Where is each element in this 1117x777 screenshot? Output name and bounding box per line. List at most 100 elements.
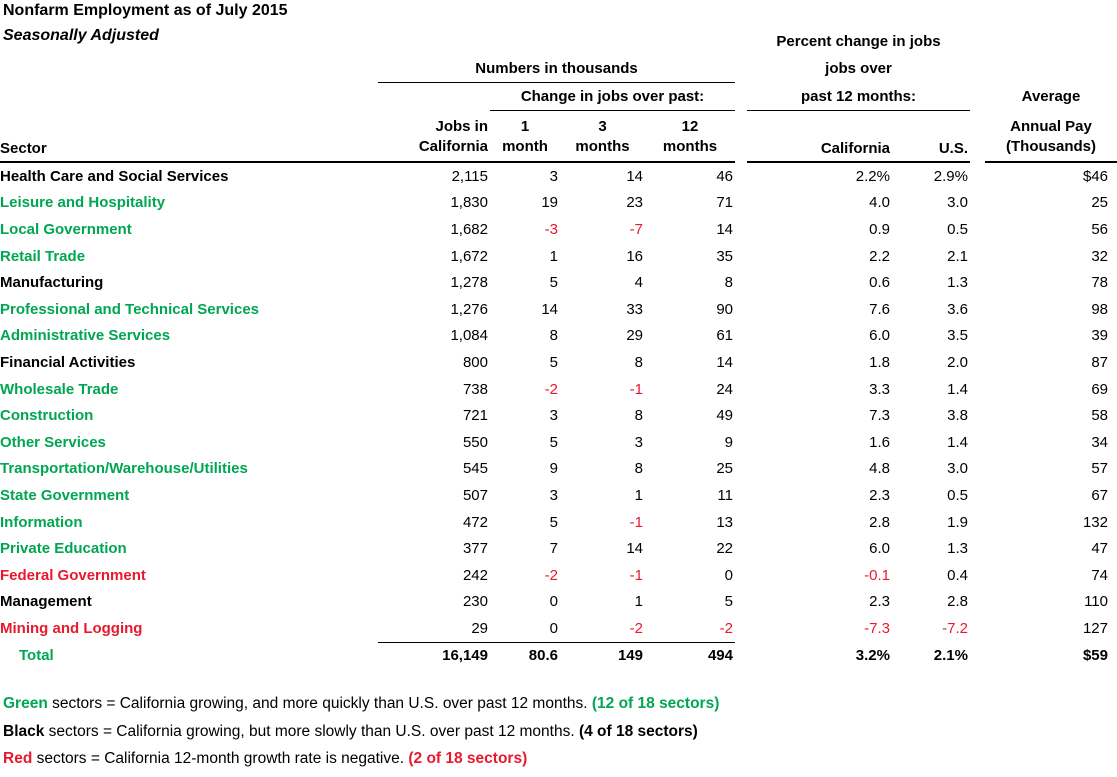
spacer xyxy=(735,509,747,536)
pct-ca-cell: 2.8 xyxy=(869,513,890,531)
change-3mo-cell: 23 xyxy=(626,194,643,212)
jobs-cell: 1,830 xyxy=(450,194,488,212)
jobs-cell: 1,276 xyxy=(450,300,488,318)
employment-table: Percent change in jobs Numbers in thousa… xyxy=(0,28,1117,670)
spacer xyxy=(970,429,985,456)
footnote-line-red: Red sectors = California 12-month growth… xyxy=(3,745,719,773)
change-3mo-cell: 1 xyxy=(634,486,643,504)
spacer xyxy=(735,83,747,111)
jobs-cell: 550 xyxy=(462,433,488,451)
m1-header-line2: month xyxy=(502,138,548,155)
spacer xyxy=(735,216,747,243)
pct-us-cell: 1.3 xyxy=(947,540,968,558)
pay-cell: 74 xyxy=(1091,566,1108,584)
pct-us-cell: 0.4 xyxy=(947,566,968,584)
pct-ca-cell: 2.3 xyxy=(869,486,890,504)
pct-us-cell: 1.3 xyxy=(947,274,968,292)
jobs-cell: 800 xyxy=(462,353,488,371)
sector-cell: Professional and Technical Services xyxy=(0,300,259,318)
sector-cell: State Government xyxy=(0,486,130,504)
pct-ca-cell: 2.2% xyxy=(855,167,890,185)
pay-cell: 57 xyxy=(1091,460,1108,478)
change-3mo-cell: 29 xyxy=(626,327,643,345)
footnote-count: (4 of 18 sectors) xyxy=(578,722,698,740)
spacer xyxy=(970,216,985,243)
header-row-1: Percent change in jobs xyxy=(0,28,1117,55)
spacer xyxy=(735,55,747,83)
change-12mo-cell: 0 xyxy=(724,566,733,584)
spacer xyxy=(735,402,747,429)
change-3mo-cell: 33 xyxy=(626,300,643,318)
jobs-header-line2: California xyxy=(418,138,488,155)
table-row: Retail Trade 1,672 1 16 35 2.2 2.1 32 xyxy=(0,243,1117,270)
change-group-header: Change in jobs over past: xyxy=(490,82,735,111)
page-title: Nonfarm Employment as of July 2015 xyxy=(3,2,288,19)
jobs-cell: 242 xyxy=(462,566,488,584)
pay-cell: 78 xyxy=(1091,274,1108,292)
table-row: Other Services 550 5 3 9 1.6 1.4 34 xyxy=(0,429,1117,456)
spacer xyxy=(735,615,747,642)
sector-column-header: Sector xyxy=(0,110,378,163)
pay-cell: 39 xyxy=(1091,327,1108,345)
table-row: Leisure and Hospitality 1,830 19 23 71 4.0 3.0… xyxy=(0,190,1117,217)
empty-cell xyxy=(0,55,378,83)
change-12mo-cell: 14 xyxy=(716,220,733,238)
legend: Green sectors = California growing, and … xyxy=(3,690,719,773)
change-12mo-cell: 35 xyxy=(716,247,733,265)
pct-ca-cell: 7.3 xyxy=(869,407,890,425)
jobs-header-line1: Jobs in xyxy=(435,118,488,135)
change-1mo-cell: 80.6 xyxy=(490,641,560,670)
pay-cell: $46 xyxy=(1082,167,1108,185)
spacer xyxy=(735,642,747,669)
m12-header-line2: months xyxy=(662,138,718,155)
change-12mo-cell: 5 xyxy=(724,593,733,611)
change-3mo-cell: 14 xyxy=(626,540,643,558)
spacer xyxy=(970,456,985,483)
change-12mo-cell: -2 xyxy=(719,619,733,637)
pct-ca-cell: 0.9 xyxy=(869,220,890,238)
pct-us-cell: 1.9 xyxy=(947,513,968,531)
m3-header-line1: 3 xyxy=(598,118,607,135)
table-row: Wholesale Trade 738 -2 -1 24 3.3 1.4 69 xyxy=(0,376,1117,403)
table-row: Financial Activities 800 5 8 14 1.8 2.0 87 xyxy=(0,349,1117,376)
pay-cell: $59 xyxy=(1082,647,1108,665)
m3-header-line2: months xyxy=(575,138,630,155)
change-3mo-cell: 149 xyxy=(560,641,645,670)
change-12mo-cell: 22 xyxy=(716,540,733,558)
spacer xyxy=(970,243,985,270)
pct-ca-cell: 2.2 xyxy=(869,247,890,265)
pct-ca-cell: 6.0 xyxy=(869,540,890,558)
change-12mo-cell: 9 xyxy=(724,433,733,451)
table-row: Transportation/Warehouse/Utilities 545 9 8 2… xyxy=(0,456,1117,483)
spacer xyxy=(970,642,985,669)
pay-cell: 56 xyxy=(1091,220,1108,238)
jobs-cell: 16,149 xyxy=(378,641,490,670)
jobs-column-header: Jobs in California xyxy=(378,110,490,163)
change-3mo-cell: -1 xyxy=(629,513,643,531)
empty-cell xyxy=(378,83,490,111)
spacer xyxy=(970,562,985,589)
table-row: Administrative Services 1,084 8 29 61 6.0 3.5 3… xyxy=(0,323,1117,350)
pct-us-cell: 2.8 xyxy=(947,593,968,611)
jobs-cell: 507 xyxy=(462,486,488,504)
table-row: Construction 721 3 8 49 7.3 3.8 58 xyxy=(0,402,1117,429)
sector-cell: Mining and Logging xyxy=(0,620,143,638)
change-3mo-cell: 8 xyxy=(634,353,643,371)
sector-cell: Total xyxy=(19,647,54,665)
jobs-cell: 230 xyxy=(462,593,488,611)
spacer xyxy=(735,269,747,296)
spacer xyxy=(735,589,747,616)
jobs-cell: 1,084 xyxy=(450,327,488,345)
pay-cell: 69 xyxy=(1091,380,1108,398)
change-3mo-cell: -1 xyxy=(629,380,643,398)
change-12mo-column-header: 12 months xyxy=(645,110,735,163)
table-row: Federal Government 242 -2 -1 0 -0.1 0.4 74 xyxy=(0,562,1117,589)
header-row-4: Sector Jobs in California 1 month 3 mont… xyxy=(0,110,1117,163)
spacer xyxy=(970,482,985,509)
sector-cell: Construction xyxy=(0,407,94,425)
footnote-text: sectors = California growing, and more q… xyxy=(47,695,592,712)
spacer xyxy=(735,562,747,589)
change-1mo-cell: -3 xyxy=(544,220,558,238)
jobs-cell: 1,682 xyxy=(450,220,488,238)
change-12mo-cell: 494 xyxy=(645,641,735,670)
